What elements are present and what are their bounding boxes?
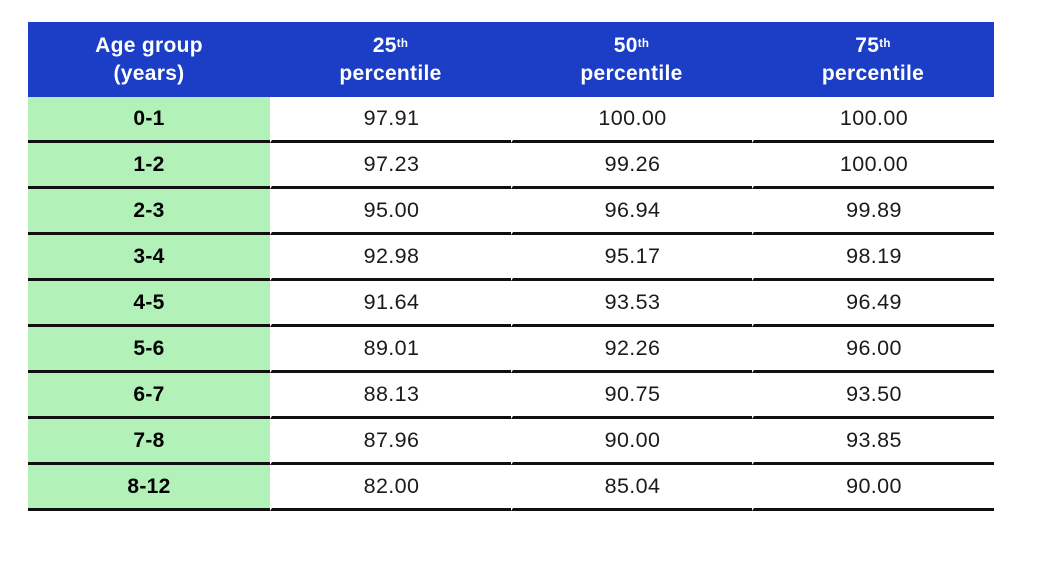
p50-value-cell: 92.26: [511, 327, 752, 373]
p50-value-cell: 90.75: [511, 373, 752, 419]
table-row: 5-6 89.01 92.26 96.00: [28, 327, 994, 373]
p25-value-cell: 91.64: [270, 281, 511, 327]
p25-value-cell: 87.96: [270, 419, 511, 465]
age-group-cell: 0-1: [28, 97, 270, 143]
age-group-cell: 7-8: [28, 419, 270, 465]
age-group-cell: 6-7: [28, 373, 270, 419]
p25-value-cell: 82.00: [270, 465, 511, 511]
percentile-number: 50: [613, 34, 638, 58]
p25-value-cell: 89.01: [270, 327, 511, 373]
p75-value-cell: 100.00: [752, 97, 994, 143]
table-row: 4-5 91.64 93.53 96.49: [28, 281, 994, 327]
age-group-cell: 5-6: [28, 327, 270, 373]
p50-value-cell: 99.26: [511, 143, 752, 189]
column-header-75th-percentile: 75th percentile: [752, 22, 994, 97]
percentile-label: percentile: [580, 61, 683, 85]
header-line1: Age group: [95, 34, 203, 58]
p75-value-cell: 98.19: [752, 235, 994, 281]
header-row: Age group (years) 25th percentile 50th p…: [28, 22, 994, 97]
table-row: 8-12 82.00 85.04 90.00: [28, 465, 994, 511]
p25-value-cell: 97.91: [270, 97, 511, 143]
column-header-age-group: Age group (years): [28, 22, 270, 97]
p50-value-cell: 93.53: [511, 281, 752, 327]
ordinal-suffix: th: [396, 38, 409, 51]
p75-value-cell: 96.49: [752, 281, 994, 327]
age-group-cell: 3-4: [28, 235, 270, 281]
p75-value-cell: 100.00: [752, 143, 994, 189]
p50-value-cell: 85.04: [511, 465, 752, 511]
p75-value-cell: 96.00: [752, 327, 994, 373]
percentile-table: Age group (years) 25th percentile 50th p…: [28, 22, 994, 511]
age-group-cell: 2-3: [28, 189, 270, 235]
p50-value-cell: 90.00: [511, 419, 752, 465]
age-group-cell: 4-5: [28, 281, 270, 327]
p25-value-cell: 97.23: [270, 143, 511, 189]
p75-value-cell: 93.85: [752, 419, 994, 465]
p50-value-cell: 100.00: [511, 97, 752, 143]
table-row: 2-3 95.00 96.94 99.89: [28, 189, 994, 235]
percentile-number: 25: [372, 34, 397, 58]
table-row: 7-8 87.96 90.00 93.85: [28, 419, 994, 465]
table-row: 0-1 97.91 100.00 100.00: [28, 97, 994, 143]
ordinal-suffix: th: [879, 38, 891, 51]
age-group-cell: 1-2: [28, 143, 270, 189]
percentile-label: percentile: [821, 61, 925, 85]
p75-value-cell: 93.50: [752, 373, 994, 419]
table-row: 3-4 92.98 95.17 98.19: [28, 235, 994, 281]
percentile-label: percentile: [339, 61, 442, 85]
p75-value-cell: 90.00: [752, 465, 994, 511]
p25-value-cell: 88.13: [270, 373, 511, 419]
column-header-50th-percentile: 50th percentile: [511, 22, 752, 97]
p25-value-cell: 92.98: [270, 235, 511, 281]
p25-value-cell: 95.00: [270, 189, 511, 235]
p50-value-cell: 96.94: [511, 189, 752, 235]
table-row: 6-7 88.13 90.75 93.50: [28, 373, 994, 419]
age-group-cell: 8-12: [28, 465, 270, 511]
table-row: 1-2 97.23 99.26 100.00: [28, 143, 994, 189]
p75-value-cell: 99.89: [752, 189, 994, 235]
column-header-25th-percentile: 25th percentile: [270, 22, 511, 97]
header-line2: (years): [113, 61, 185, 85]
ordinal-suffix: th: [637, 38, 650, 51]
percentile-number: 75: [855, 34, 880, 58]
p50-value-cell: 95.17: [511, 235, 752, 281]
